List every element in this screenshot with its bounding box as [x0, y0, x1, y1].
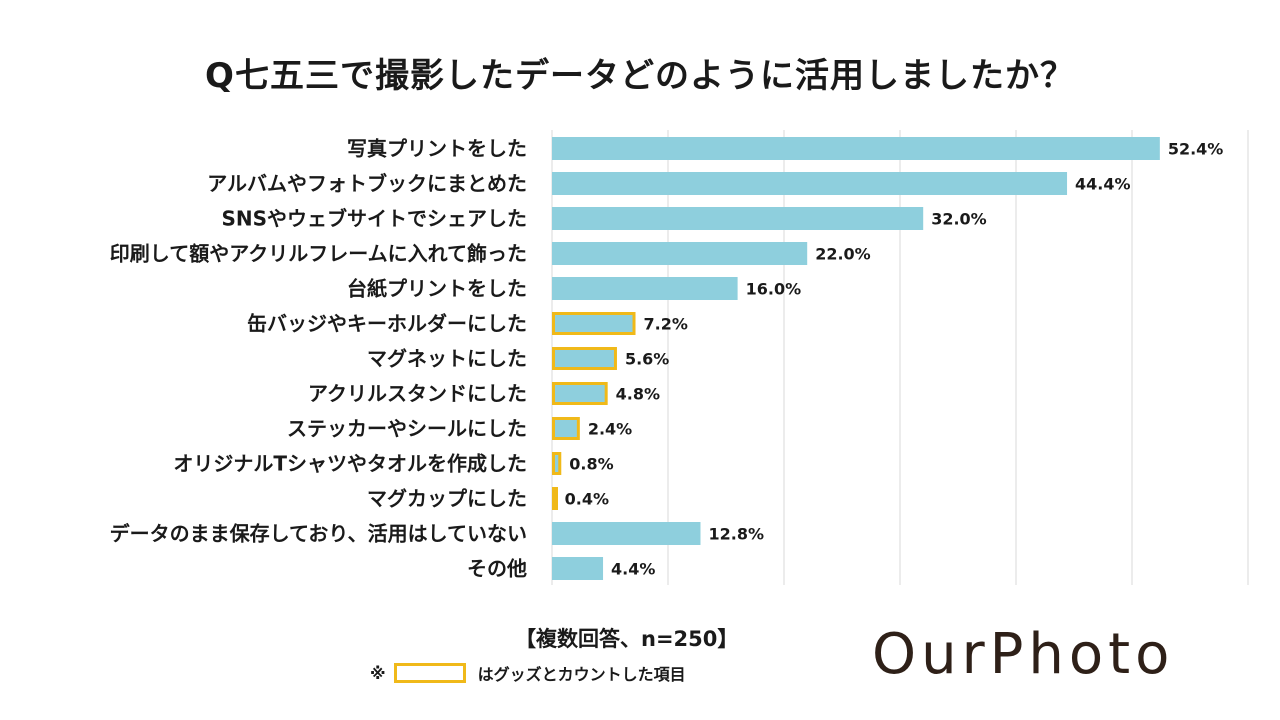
value-label: 0.4% [565, 490, 609, 509]
chart-title: Q七五三で撮影したデータどのように活用しましたか？ [205, 56, 1075, 96]
value-label: 22.0% [815, 245, 871, 264]
legend-highlight-swatch [393, 663, 466, 683]
sample-note: 【複数回答、n=250】 [515, 627, 739, 651]
bar [552, 137, 1160, 160]
legend: ※ はグッズとカウントした項目 [370, 661, 686, 685]
legend-text: はグッズとカウントした項目 [477, 665, 686, 684]
category-label: オリジナルTシャツやタオルを作成した [173, 452, 527, 476]
value-label: 16.0% [746, 280, 802, 299]
category-label: ステッカーやシールにした [287, 417, 527, 441]
bar [552, 207, 924, 230]
bar-highlighted [552, 382, 608, 405]
value-label: 32.0% [931, 210, 987, 229]
value-label: 2.4% [588, 420, 632, 439]
value-label: 44.4% [1075, 175, 1131, 194]
category-label: アクリルスタンドにした [308, 382, 527, 406]
value-label: 12.8% [708, 525, 764, 544]
bar-highlighted [552, 487, 558, 510]
category-label: 缶バッジやキーホルダーにした [247, 312, 527, 336]
bar-highlighted [552, 417, 580, 440]
legend-prefix: ※ [370, 663, 386, 683]
value-label: 4.4% [611, 560, 655, 579]
bar [552, 172, 1068, 195]
bar [552, 277, 738, 300]
bar-highlighted [552, 347, 617, 370]
bar [552, 242, 808, 265]
value-label: 5.6% [625, 350, 669, 369]
category-label: データのまま保存しており、活用はしていない [110, 522, 527, 546]
category-label: 台紙プリントをした [347, 277, 527, 301]
value-label: 7.2% [644, 315, 688, 334]
bar [552, 522, 701, 545]
category-label: 印刷して額やアクリルフレームに入れて飾った [110, 242, 527, 266]
bar-chart: 写真プリントをした 52.4% アルバムやフォトブックにまとめた 44.4% SNSやウ… [110, 130, 1249, 585]
category-label: アルバムやフォトブックにまとめた [207, 172, 527, 196]
value-label: 52.4% [1168, 140, 1224, 159]
value-label: 0.8% [569, 455, 613, 474]
category-label: SNSやウェブサイトでシェアした [221, 207, 527, 231]
category-label: マグカップにした [367, 487, 527, 511]
category-label: 写真プリントをした [347, 137, 527, 161]
bar-highlighted [552, 452, 562, 475]
ourphoto-logo: OurPhoto [872, 622, 1175, 687]
bar [552, 557, 604, 580]
category-label: その他 [467, 557, 527, 581]
bar-highlighted [552, 312, 636, 335]
value-label: 4.8% [616, 385, 660, 404]
category-label: マグネットにした [367, 347, 527, 371]
